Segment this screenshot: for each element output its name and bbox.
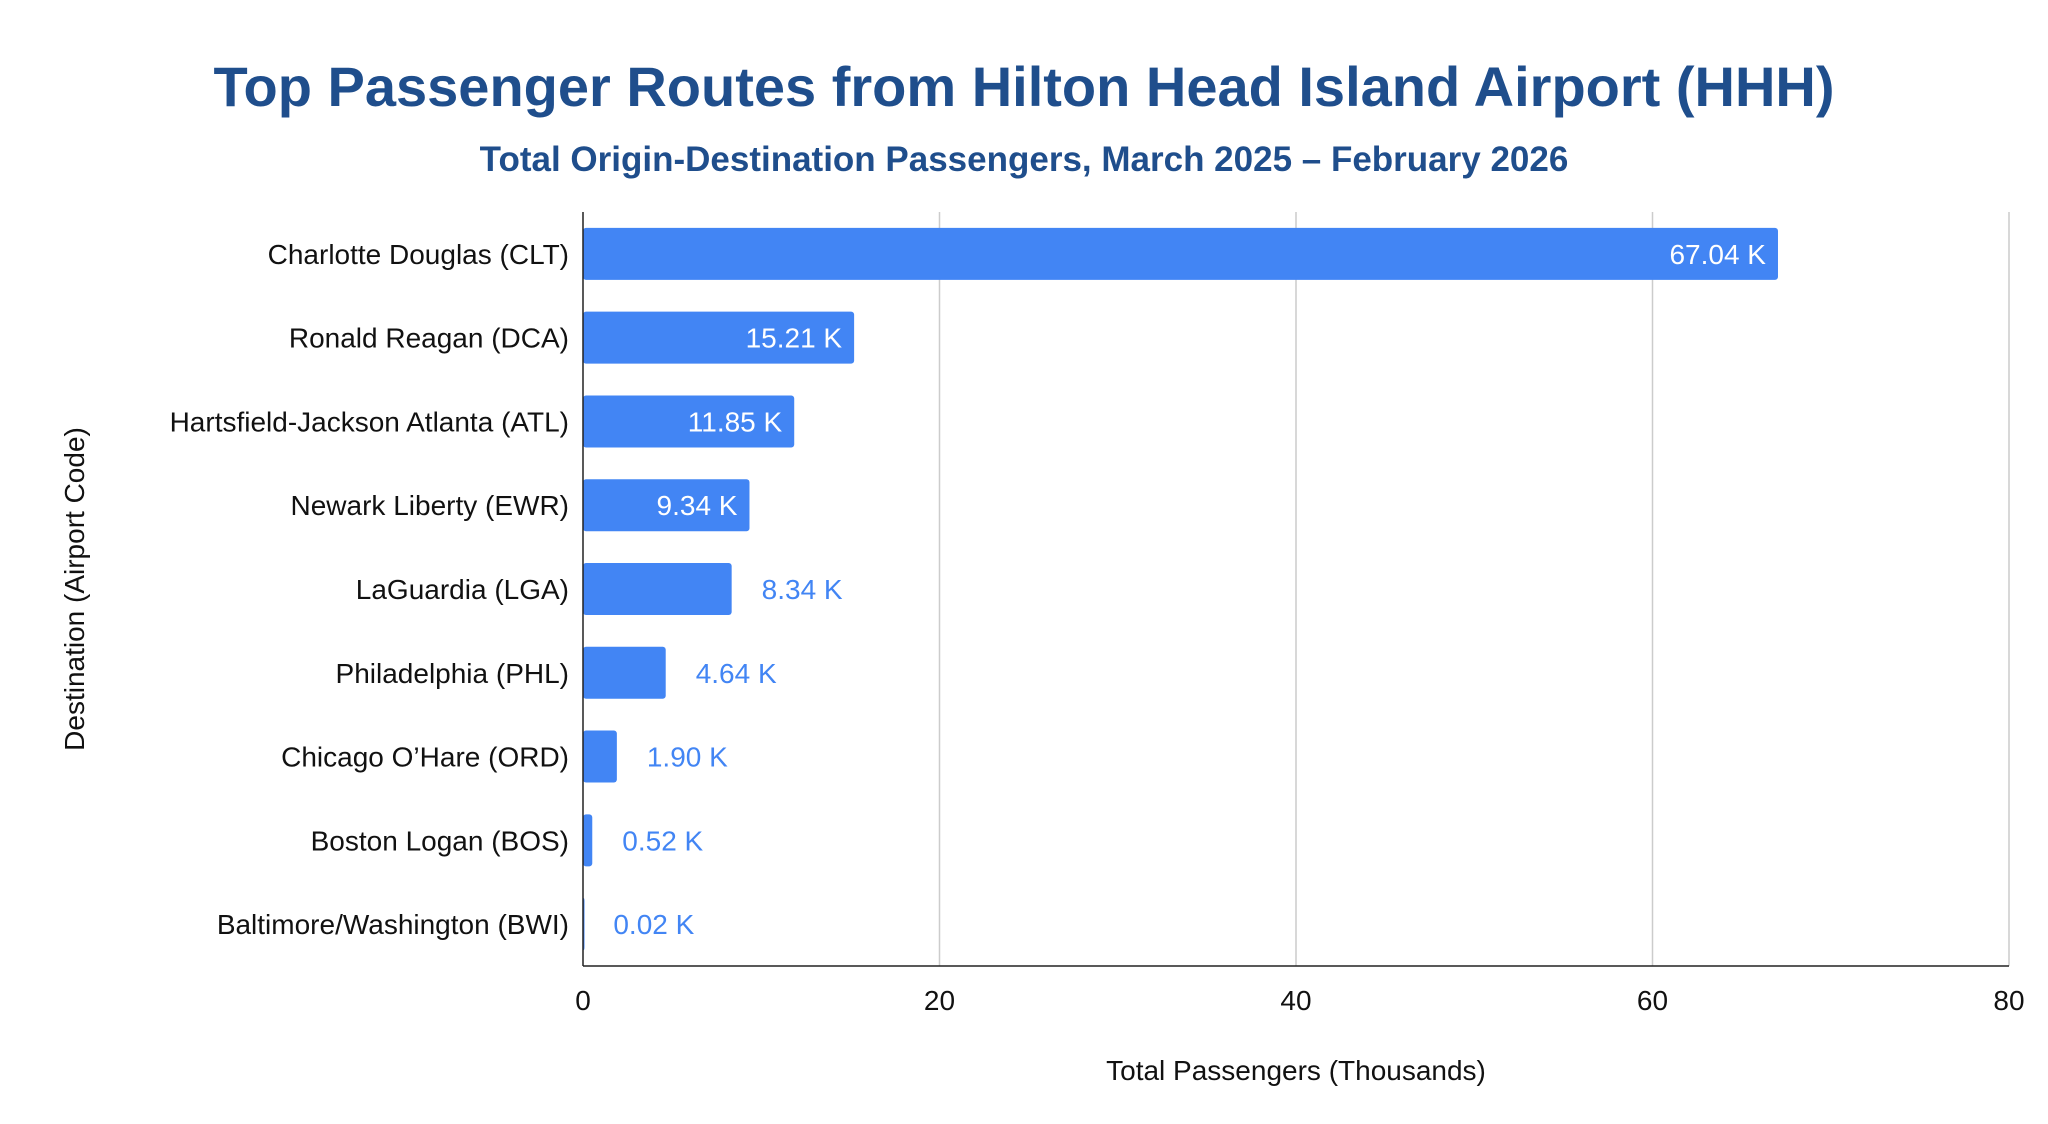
x-tick-label: 20 [924, 985, 955, 1016]
data-label: 67.04 K [1669, 239, 1766, 270]
bar [583, 395, 795, 448]
category-label: Baltimore/Washington (BWI) [217, 909, 569, 940]
category-label: Ronald Reagan (DCA) [289, 323, 569, 354]
category-label: Boston Logan (BOS) [311, 825, 569, 856]
category-label: LaGuardia (LGA) [356, 574, 569, 605]
data-label: 0.52 K [622, 825, 703, 856]
category-label: Newark Liberty (EWR) [291, 490, 569, 521]
x-tick-label: 40 [1280, 985, 1311, 1016]
x-tick-label: 0 [575, 985, 591, 1016]
category-label: Philadelphia (PHL) [336, 658, 569, 689]
bar [583, 730, 617, 783]
data-label: 15.21 K [746, 323, 843, 354]
data-label: 4.64 K [696, 658, 777, 689]
x-axis-title: Total Passengers (Thousands) [1106, 1055, 1486, 1086]
category-label: Hartsfield-Jackson Atlanta (ATL) [170, 406, 569, 437]
data-label: 0.02 K [613, 909, 694, 940]
chart-title: Top Passenger Routes from Hilton Head Is… [213, 55, 1835, 118]
y-axis-title: Destination (Airport Code) [59, 427, 90, 751]
data-label: 11.85 K [688, 406, 783, 437]
x-tick-label: 60 [1637, 985, 1668, 1016]
bar [583, 311, 855, 364]
data-label: 8.34 K [762, 574, 843, 605]
bar [583, 814, 593, 867]
bar [583, 563, 732, 615]
category-label: Chicago O’Hare (ORD) [281, 742, 569, 773]
bar [583, 479, 750, 532]
bar [583, 646, 666, 699]
bar [583, 227, 1778, 280]
data-label: 9.34 K [657, 490, 738, 521]
category-label: Charlotte Douglas (CLT) [268, 239, 569, 270]
x-tick-label: 80 [1993, 985, 2024, 1016]
chart-subtitle: Total Origin-Destination Passengers, Mar… [479, 140, 1569, 179]
data-label: 1.90 K [647, 742, 728, 773]
